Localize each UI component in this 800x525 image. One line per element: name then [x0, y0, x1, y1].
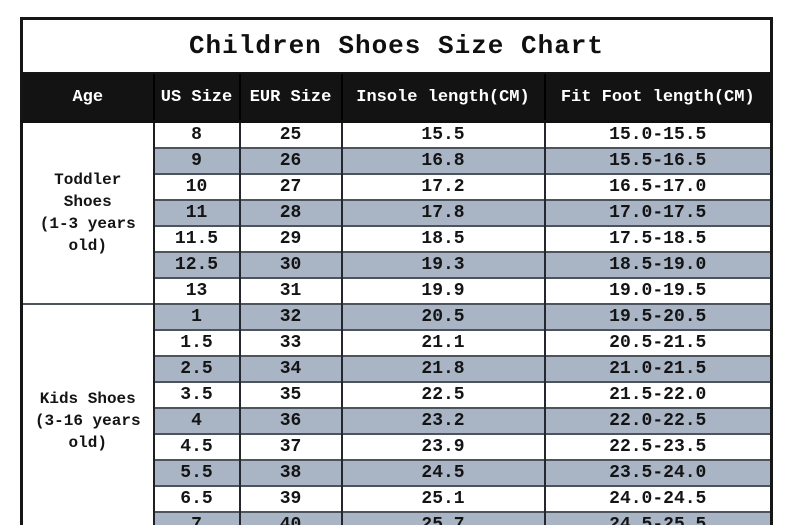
fit-foot-length-cell: 18.5-19.0 — [543, 251, 772, 278]
table-row: 1.5 33 21.1 20.5-21.5 — [22, 329, 772, 356]
insole-length-cell: 25.1 — [340, 485, 545, 512]
insole-length-cell: 15.5 — [340, 120, 545, 148]
eur-size-cell: 35 — [238, 381, 342, 408]
fit-foot-length-cell: 17.5-18.5 — [543, 225, 772, 252]
us-size-cell: 7 — [153, 511, 240, 525]
eur-size-cell: 31 — [238, 277, 342, 304]
eur-size-cell: 34 — [238, 355, 342, 382]
table-row: 4.5 37 23.9 22.5-23.5 — [22, 433, 772, 460]
us-size-cell: 8 — [152, 120, 240, 148]
table-row: 4 36 23.2 22.0-22.5 — [22, 407, 772, 434]
fit-foot-length-cell: 23.5-24.0 — [543, 459, 772, 486]
us-size-cell: 6.5 — [153, 485, 240, 512]
insole-length-cell: 24.5 — [340, 459, 545, 486]
eur-size-cell: 27 — [238, 173, 342, 200]
table-row: 13 31 19.9 19.0-19.5 — [22, 277, 772, 304]
insole-length-cell: 21.1 — [340, 329, 545, 356]
insole-length-cell: 19.3 — [340, 251, 545, 278]
us-size-cell: 3.5 — [153, 381, 240, 408]
insole-length-cell: 18.5 — [340, 225, 545, 252]
table-row: 7 40 25.7 24.5-25.5 — [22, 511, 772, 525]
fit-foot-length-cell: 22.0-22.5 — [543, 407, 772, 434]
eur-size-cell: 40 — [238, 511, 342, 525]
us-size-cell: 11.5 — [153, 225, 240, 252]
eur-size-cell: 28 — [238, 199, 342, 226]
table-row: 6.5 39 25.1 24.0-24.5 — [22, 485, 772, 512]
insole-length-cell: 20.5 — [340, 303, 545, 330]
table-row: Kids Shoes (3-16 years old) 1 32 20.5 19… — [21, 303, 772, 525]
eur-size-cell: 37 — [238, 433, 342, 460]
fit-foot-length-cell: 19.5-20.5 — [543, 303, 772, 330]
insole-length-cell: 19.9 — [340, 277, 545, 304]
table-row: 9 26 16.8 15.5-16.5 — [22, 147, 772, 174]
fit-foot-length-cell: 15.0-15.5 — [543, 120, 772, 148]
us-size-cell: 13 — [153, 277, 240, 304]
fit-foot-length-cell: 19.0-19.5 — [543, 277, 772, 304]
table-row: 5.5 38 24.5 23.5-24.0 — [22, 459, 772, 486]
us-size-cell: 4.5 — [153, 433, 240, 460]
column-header-fit-foot-length: Fit Foot length(CM) — [543, 73, 772, 123]
table-row: 10 27 17.2 16.5-17.0 — [22, 173, 772, 200]
us-size-cell: 2.5 — [153, 355, 240, 382]
insole-length-cell: 16.8 — [340, 147, 545, 174]
column-header-eur-size: EUR Size — [238, 73, 342, 123]
fit-foot-length-cell: 24.0-24.5 — [543, 485, 772, 512]
table-row: 11.5 29 18.5 17.5-18.5 — [22, 225, 772, 252]
us-size-cell: 1 — [152, 303, 240, 330]
insole-length-cell: 25.7 — [340, 511, 545, 525]
eur-size-cell: 32 — [238, 303, 342, 330]
column-header-age: Age — [21, 73, 154, 123]
fit-foot-length-cell: 15.5-16.5 — [543, 147, 772, 174]
insole-length-cell: 17.8 — [340, 199, 545, 226]
eur-size-cell: 30 — [238, 251, 342, 278]
us-size-cell: 9 — [153, 147, 240, 174]
us-size-cell: 5.5 — [153, 459, 240, 486]
table-row: 3.5 35 22.5 21.5-22.0 — [22, 381, 772, 408]
fit-foot-length-cell: 21.0-21.5 — [543, 355, 772, 382]
insole-length-cell: 23.9 — [340, 433, 545, 460]
fit-foot-length-cell: 20.5-21.5 — [543, 329, 772, 356]
eur-size-cell: 29 — [238, 225, 342, 252]
insole-length-cell: 22.5 — [340, 381, 545, 408]
age-group-cell-kids: Kids Shoes (3-16 years old) — [21, 303, 155, 525]
insole-length-cell: 21.8 — [340, 355, 545, 382]
title-row: Children Shoes Size Chart — [21, 18, 772, 74]
us-size-cell: 11 — [153, 199, 240, 226]
insole-length-cell: 23.2 — [340, 407, 545, 434]
eur-size-cell: 33 — [238, 329, 342, 356]
age-group-cell-toddler: Toddler Shoes (1-3 years old) — [21, 120, 155, 304]
eur-size-cell: 25 — [238, 120, 342, 148]
table-row: 12.5 30 19.3 18.5-19.0 — [22, 251, 772, 278]
us-size-cell: 4 — [153, 407, 240, 434]
eur-size-cell: 36 — [238, 407, 342, 434]
fit-foot-length-cell: 24.5-25.5 — [543, 511, 772, 525]
column-header-insole-length: Insole length(CM) — [340, 73, 545, 123]
table-row: 2.5 34 21.8 21.0-21.5 — [22, 355, 772, 382]
chart-title: Children Shoes Size Chart — [21, 18, 772, 74]
us-size-cell: 10 — [153, 173, 240, 200]
us-size-cell: 12.5 — [153, 251, 240, 278]
column-header-row: Age US Size EUR Size Insole length(CM) F… — [21, 73, 772, 123]
eur-size-cell: 39 — [238, 485, 342, 512]
fit-foot-length-cell: 22.5-23.5 — [543, 433, 772, 460]
fit-foot-length-cell: 17.0-17.5 — [543, 199, 772, 226]
eur-size-cell: 26 — [238, 147, 342, 174]
table-row: Toddler Shoes (1-3 years old) 8 25 15.5 … — [21, 120, 772, 304]
size-chart-table: Children Shoes Size Chart Age US Size EU… — [20, 17, 773, 525]
table-row: 11 28 17.8 17.0-17.5 — [22, 199, 772, 226]
eur-size-cell: 38 — [238, 459, 342, 486]
insole-length-cell: 17.2 — [340, 173, 545, 200]
fit-foot-length-cell: 16.5-17.0 — [543, 173, 772, 200]
column-header-us-size: US Size — [152, 73, 240, 123]
fit-foot-length-cell: 21.5-22.0 — [543, 381, 772, 408]
us-size-cell: 1.5 — [153, 329, 240, 356]
